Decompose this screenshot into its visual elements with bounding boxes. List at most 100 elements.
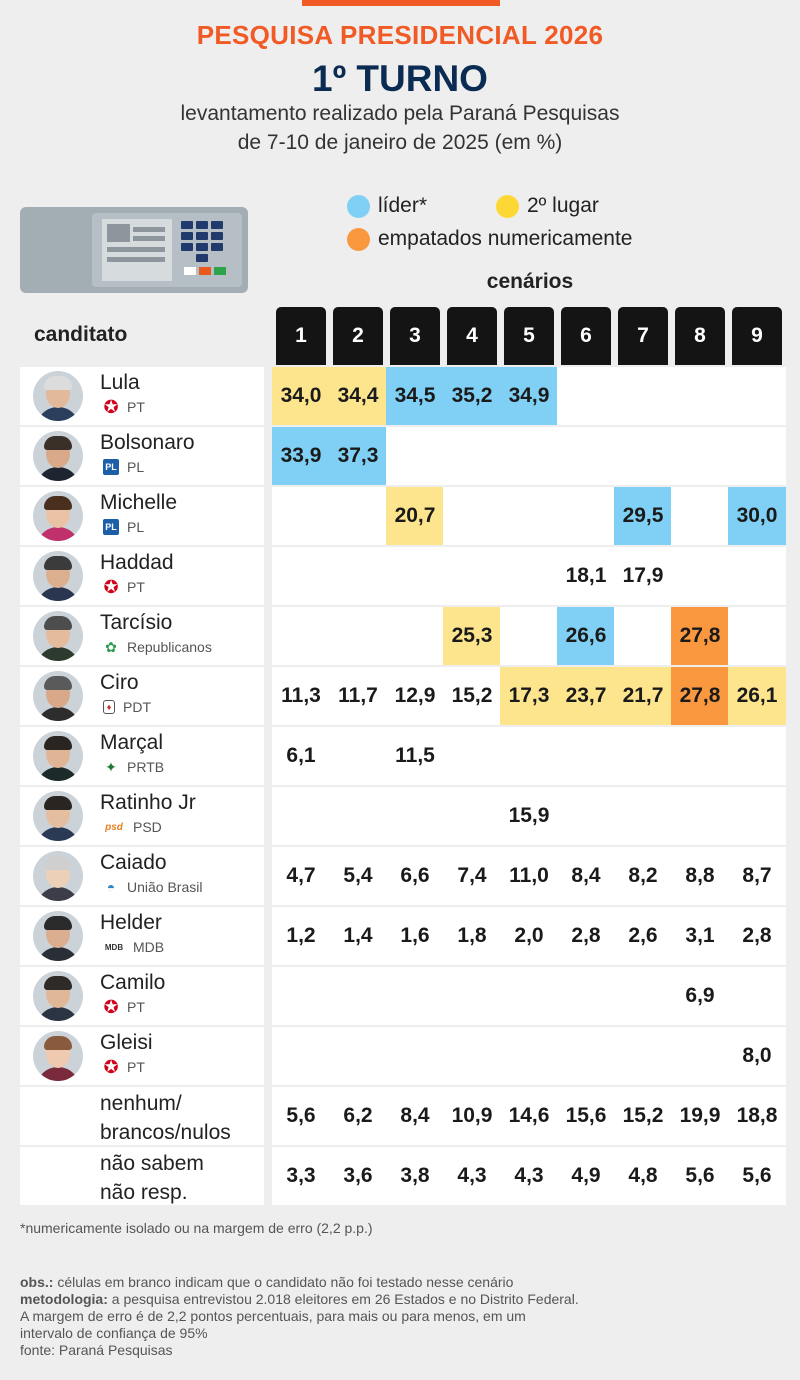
value-cell [272, 967, 330, 1025]
source-line-1: levantamento realizado pela Paraná Pesqu… [180, 102, 620, 125]
extra-row-label-line1: nenhum/ [100, 1092, 182, 1115]
scenario-header-5: 5 [504, 307, 554, 365]
value-cell [671, 487, 729, 545]
value-cell [557, 1027, 615, 1085]
value-cell: 1,2 [272, 907, 330, 965]
value-cell [557, 727, 615, 785]
party-label: MDB [133, 939, 165, 955]
value-cell: 37,3 [329, 427, 387, 485]
value-cell [443, 967, 501, 1025]
extra-row-label-line2: brancos/nulos [100, 1121, 231, 1144]
value-cell [557, 487, 615, 545]
table-row: Michelle PL PL 20,7 29,5 30,0 [0, 485, 800, 545]
candidate-name: Michelle [100, 491, 178, 514]
table-row: Camilo ✪ PT 6,9 [0, 965, 800, 1025]
party-label: PRTB [127, 759, 165, 775]
value-cell [557, 427, 615, 485]
voting-machine-icon [20, 207, 248, 293]
metodologia-line: metodologia: a pesquisa entrevistou 2.01… [20, 1291, 579, 1307]
value-cell: 17,3 [500, 667, 558, 725]
candidate-name: Helder [100, 911, 162, 934]
table-row: Gleisi ✪ PT 8,0 [0, 1025, 800, 1085]
candidate-photo [33, 911, 83, 961]
value-cell: 3,1 [671, 907, 729, 965]
table-row: Ciro ♦ PDT 11,3 11,7 12,9 15,2 17,3 23,7 21,7 27,8… [0, 665, 800, 725]
value-cell [671, 727, 729, 785]
value-cell [557, 967, 615, 1025]
value-cell [329, 547, 387, 605]
value-cell: 8,4 [557, 847, 615, 905]
value-cell: 35,2 [443, 367, 501, 425]
source-line: fonte: Paraná Pesquisas [20, 1342, 173, 1358]
value-cell [728, 787, 786, 845]
scenario-header-8: 8 [675, 307, 725, 365]
pt-star-icon: ✪ [103, 996, 119, 1017]
value-cell: 3,8 [386, 1147, 444, 1205]
value-cell: 33,9 [272, 427, 330, 485]
value-cell: 23,7 [557, 667, 615, 725]
label-background [20, 1147, 264, 1205]
value-cell: 5,4 [329, 847, 387, 905]
legend-lider-swatch [347, 194, 370, 218]
obs-line: obs.: células em branco indicam que o ca… [20, 1274, 514, 1290]
value-cell [614, 367, 672, 425]
value-cell: 15,2 [443, 667, 501, 725]
value-cell [272, 607, 330, 665]
candidate-photo [33, 731, 83, 781]
pt-star-icon: ✪ [103, 1056, 119, 1077]
footnote: *numericamente isolado ou na margem de e… [20, 1220, 373, 1236]
party-label: Republicanos [127, 639, 212, 655]
extra-row-label: nenhum/brancos/nulos [100, 1089, 231, 1147]
extra-row-label: não sabem não resp. [100, 1149, 204, 1207]
party-label: PDT [123, 699, 151, 715]
value-cell [500, 547, 558, 605]
value-cell [272, 547, 330, 605]
value-cell: 3,3 [272, 1147, 330, 1205]
candidate-photo [33, 491, 83, 541]
value-cell: 18,8 [728, 1087, 786, 1145]
value-cell [329, 1027, 387, 1085]
candidate-name: Marçal [100, 731, 164, 754]
value-cell: 5,6 [272, 1087, 330, 1145]
value-cell [728, 727, 786, 785]
value-cell: 25,3 [443, 607, 501, 665]
candidate-party: ◓ União Brasil [103, 879, 203, 895]
value-cell: 34,0 [272, 367, 330, 425]
value-cell [500, 1027, 558, 1085]
value-cell: 6,2 [329, 1087, 387, 1145]
candidate-party: PL PL [103, 519, 144, 535]
margin-line-2: intervalo de confiança de 95% [20, 1325, 208, 1341]
candidate-name: Tarcísio [100, 611, 173, 634]
value-cell: 10,9 [443, 1087, 501, 1145]
candidate-party: MDB MDB [103, 939, 164, 955]
value-cell [557, 787, 615, 845]
value-cell: 30,0 [728, 487, 786, 545]
value-cell: 6,6 [386, 847, 444, 905]
candidate-column-header: canditato [34, 323, 128, 346]
value-cell [272, 787, 330, 845]
value-cell [443, 487, 501, 545]
legend-segundo: 2º lugar [496, 194, 599, 218]
value-cell [443, 427, 501, 485]
value-cell [614, 787, 672, 845]
candidate-party: ✪ PT [103, 1056, 144, 1077]
candidate-party: ✪ PT [103, 397, 144, 417]
value-cell [386, 427, 444, 485]
value-cell: 34,4 [329, 367, 387, 425]
value-cell [386, 1027, 444, 1085]
scenario-header-4: 4 [447, 307, 497, 365]
value-cell: 14,6 [500, 1087, 558, 1145]
uniao-brasil-logo-icon: ◓ [106, 879, 116, 895]
value-cell: 2,8 [557, 907, 615, 965]
candidate-name: Camilo [100, 971, 166, 994]
value-cell [386, 967, 444, 1025]
margin-line-1: A margem de erro é de 2,2 pontos percent… [20, 1308, 526, 1324]
value-cell [443, 787, 501, 845]
value-cell [500, 967, 558, 1025]
value-cell [386, 787, 444, 845]
chart-title: PESQUISA PRESIDENCIAL 2026 [196, 20, 604, 50]
candidate-photo [33, 1031, 83, 1081]
value-cell: 3,6 [329, 1147, 387, 1205]
value-cell: 15,6 [557, 1087, 615, 1145]
pdt-logo-icon: ♦ [103, 700, 115, 714]
